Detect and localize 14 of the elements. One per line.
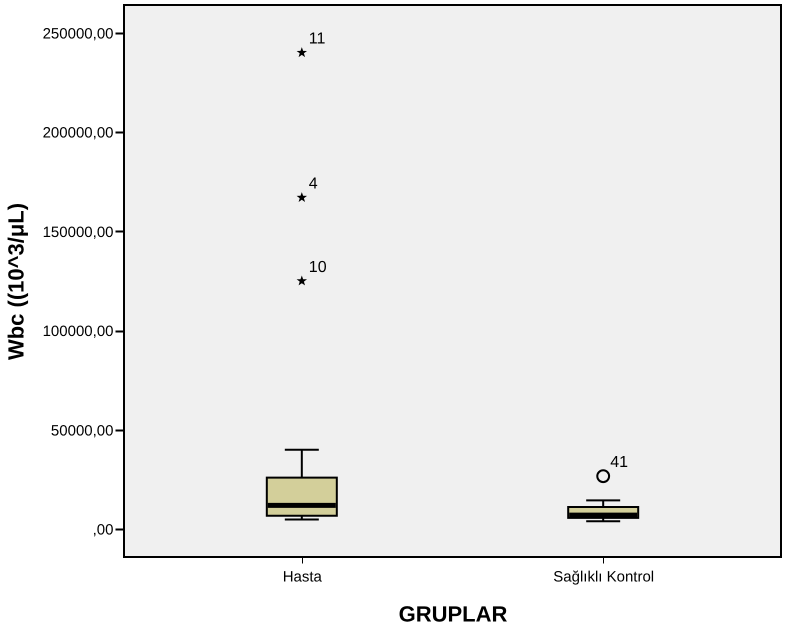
annotation: 4 (308, 176, 318, 193)
annotation: 10 (308, 259, 327, 276)
y-axis-title: Wbc ((10^3/μL) (4, 202, 29, 360)
y-tick-label: ,00 (92, 522, 114, 539)
y-tick-label: 100000,00 (42, 323, 114, 340)
annotation: 41 (610, 454, 628, 472)
y-tick-label: 150000,00 (42, 224, 114, 241)
x-tick-label: Sağlıklı Kontrol (553, 568, 654, 586)
x-axis-title: GRUPLAR (398, 602, 508, 626)
y-tick-label: 200000,00 (42, 124, 114, 142)
x-tick-label: Hasta (282, 568, 323, 586)
y-tick-label: 250000,00 (42, 25, 114, 42)
annotation: 11 (308, 30, 326, 48)
y-tick-label: 50000,00 (50, 422, 114, 440)
